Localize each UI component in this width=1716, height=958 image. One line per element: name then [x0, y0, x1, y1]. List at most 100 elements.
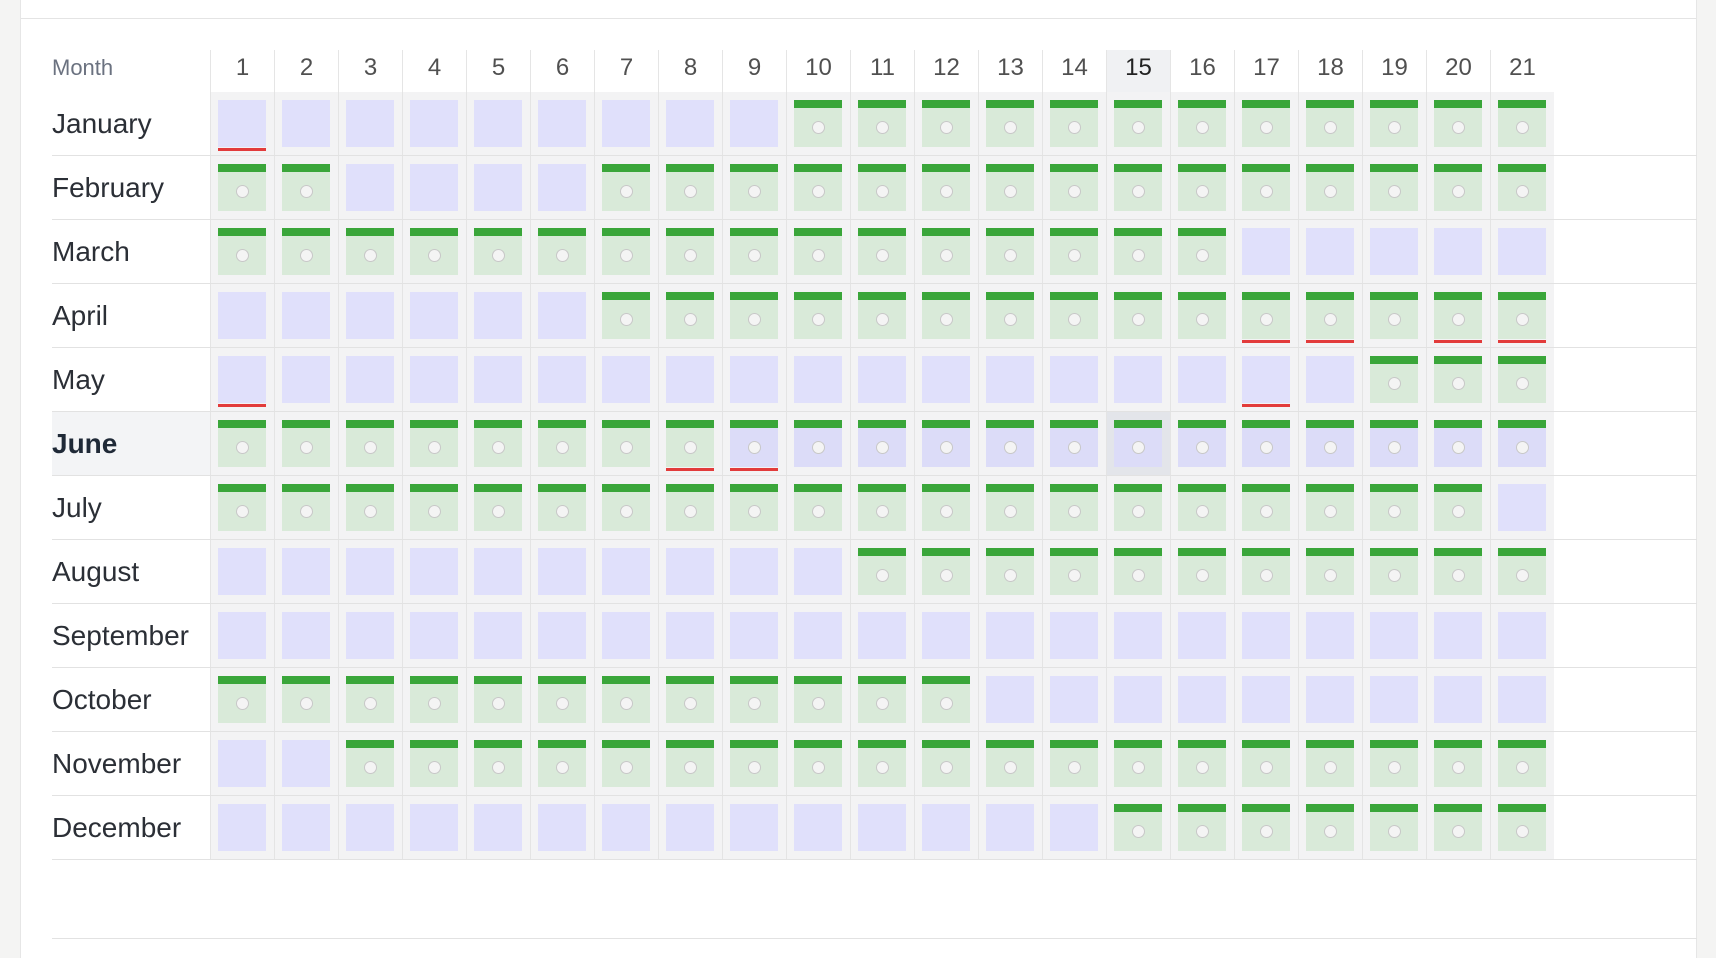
day-cell-july-11[interactable] — [850, 476, 914, 539]
day-cell-february-10[interactable] — [786, 156, 850, 219]
day-cell-march-9[interactable] — [722, 220, 786, 283]
radio-dot-icon[interactable] — [1004, 249, 1017, 262]
radio-dot-icon[interactable] — [1324, 825, 1337, 838]
day-cell-august-1[interactable] — [210, 540, 274, 603]
day-cell-december-15[interactable] — [1106, 796, 1170, 859]
radio-dot-icon[interactable] — [428, 441, 441, 454]
day-cell-september-1[interactable] — [210, 604, 274, 667]
day-cell-july-16[interactable] — [1170, 476, 1234, 539]
radio-dot-icon[interactable] — [748, 761, 761, 774]
day-cell-november-1[interactable] — [210, 732, 274, 795]
radio-dot-icon[interactable] — [684, 697, 697, 710]
day-cell-april-20[interactable] — [1426, 284, 1490, 347]
day-cell-april-5[interactable] — [466, 284, 530, 347]
day-cell-march-14[interactable] — [1042, 220, 1106, 283]
radio-dot-icon[interactable] — [876, 569, 889, 582]
day-cell-october-11[interactable] — [850, 668, 914, 731]
radio-dot-icon[interactable] — [236, 441, 249, 454]
day-cell-march-11[interactable] — [850, 220, 914, 283]
day-cell-september-20[interactable] — [1426, 604, 1490, 667]
radio-dot-icon[interactable] — [620, 697, 633, 710]
day-cell-december-21[interactable] — [1490, 796, 1554, 859]
day-cell-june-19[interactable] — [1362, 412, 1426, 475]
day-cell-july-19[interactable] — [1362, 476, 1426, 539]
radio-dot-icon[interactable] — [1388, 569, 1401, 582]
day-cell-august-6[interactable] — [530, 540, 594, 603]
day-cell-may-19[interactable] — [1362, 348, 1426, 411]
radio-dot-icon[interactable] — [620, 761, 633, 774]
day-cell-october-4[interactable] — [402, 668, 466, 731]
day-cell-july-12[interactable] — [914, 476, 978, 539]
radio-dot-icon[interactable] — [556, 761, 569, 774]
radio-dot-icon[interactable] — [1516, 377, 1529, 390]
day-cell-april-3[interactable] — [338, 284, 402, 347]
day-cell-january-12[interactable] — [914, 92, 978, 155]
radio-dot-icon[interactable] — [364, 761, 377, 774]
day-cell-february-19[interactable] — [1362, 156, 1426, 219]
day-cell-november-16[interactable] — [1170, 732, 1234, 795]
day-cell-december-2[interactable] — [274, 796, 338, 859]
day-cell-july-2[interactable] — [274, 476, 338, 539]
day-cell-december-20[interactable] — [1426, 796, 1490, 859]
day-cell-november-7[interactable] — [594, 732, 658, 795]
radio-dot-icon[interactable] — [876, 697, 889, 710]
radio-dot-icon[interactable] — [1196, 313, 1209, 326]
day-cell-june-10[interactable] — [786, 412, 850, 475]
day-cell-february-14[interactable] — [1042, 156, 1106, 219]
day-cell-june-14[interactable] — [1042, 412, 1106, 475]
radio-dot-icon[interactable] — [1388, 441, 1401, 454]
day-cell-november-21[interactable] — [1490, 732, 1554, 795]
day-cell-october-2[interactable] — [274, 668, 338, 731]
day-cell-may-16[interactable] — [1170, 348, 1234, 411]
radio-dot-icon[interactable] — [684, 505, 697, 518]
radio-dot-icon[interactable] — [364, 697, 377, 710]
day-cell-june-11[interactable] — [850, 412, 914, 475]
day-cell-november-11[interactable] — [850, 732, 914, 795]
radio-dot-icon[interactable] — [1324, 121, 1337, 134]
day-cell-may-4[interactable] — [402, 348, 466, 411]
radio-dot-icon[interactable] — [1452, 313, 1465, 326]
day-cell-may-5[interactable] — [466, 348, 530, 411]
radio-dot-icon[interactable] — [940, 313, 953, 326]
radio-dot-icon[interactable] — [684, 249, 697, 262]
radio-dot-icon[interactable] — [1516, 825, 1529, 838]
day-cell-march-21[interactable] — [1490, 220, 1554, 283]
day-cell-february-3[interactable] — [338, 156, 402, 219]
radio-dot-icon[interactable] — [1516, 185, 1529, 198]
day-cell-august-5[interactable] — [466, 540, 530, 603]
radio-dot-icon[interactable] — [1260, 825, 1273, 838]
radio-dot-icon[interactable] — [1132, 761, 1145, 774]
day-cell-september-12[interactable] — [914, 604, 978, 667]
radio-dot-icon[interactable] — [1324, 569, 1337, 582]
radio-dot-icon[interactable] — [1452, 505, 1465, 518]
day-cell-february-4[interactable] — [402, 156, 466, 219]
day-cell-march-12[interactable] — [914, 220, 978, 283]
day-cell-december-8[interactable] — [658, 796, 722, 859]
day-cell-april-11[interactable] — [850, 284, 914, 347]
radio-dot-icon[interactable] — [1260, 441, 1273, 454]
radio-dot-icon[interactable] — [1068, 569, 1081, 582]
day-cell-december-14[interactable] — [1042, 796, 1106, 859]
day-cell-february-7[interactable] — [594, 156, 658, 219]
day-cell-november-9[interactable] — [722, 732, 786, 795]
day-cell-december-10[interactable] — [786, 796, 850, 859]
radio-dot-icon[interactable] — [1388, 377, 1401, 390]
day-cell-may-7[interactable] — [594, 348, 658, 411]
radio-dot-icon[interactable] — [300, 185, 313, 198]
radio-dot-icon[interactable] — [1196, 249, 1209, 262]
day-cell-november-6[interactable] — [530, 732, 594, 795]
radio-dot-icon[interactable] — [1260, 185, 1273, 198]
day-cell-july-13[interactable] — [978, 476, 1042, 539]
radio-dot-icon[interactable] — [1388, 761, 1401, 774]
day-cell-january-7[interactable] — [594, 92, 658, 155]
day-cell-january-6[interactable] — [530, 92, 594, 155]
radio-dot-icon[interactable] — [1516, 761, 1529, 774]
radio-dot-icon[interactable] — [1516, 121, 1529, 134]
radio-dot-icon[interactable] — [1516, 569, 1529, 582]
radio-dot-icon[interactable] — [428, 249, 441, 262]
radio-dot-icon[interactable] — [1068, 441, 1081, 454]
radio-dot-icon[interactable] — [1068, 505, 1081, 518]
radio-dot-icon[interactable] — [940, 249, 953, 262]
day-cell-january-3[interactable] — [338, 92, 402, 155]
radio-dot-icon[interactable] — [1196, 825, 1209, 838]
